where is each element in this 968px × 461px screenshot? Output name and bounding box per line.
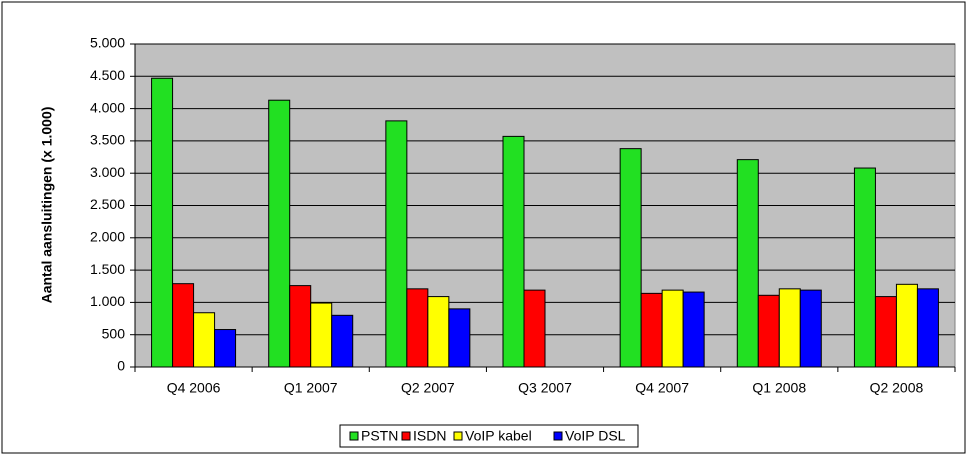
y-tick-label: 500 [102,325,126,341]
x-tick-label: Q2 2007 [401,380,455,396]
y-tick-label: 0 [117,358,125,374]
legend-swatch [349,431,359,441]
y-tick-label: 2.500 [90,196,125,212]
y-tick-label: 4.500 [90,67,125,83]
bar [661,289,684,368]
bar [916,288,939,368]
y-tick-label: 3.500 [90,132,125,148]
legend-swatch [401,431,411,441]
bar [193,312,216,368]
y-tick-label: 1.000 [90,293,125,309]
y-tick-label: 5.000 [90,35,125,51]
bar [427,296,450,368]
bar [682,291,705,368]
legend-label: VoIP kabel [465,428,532,444]
y-tick-label: 2.000 [90,229,125,245]
bar [874,296,897,368]
x-tick-label: Q3 2007 [518,380,572,396]
legend-label: ISDN [413,428,446,444]
bar [172,283,195,368]
y-tick-label: 4.000 [90,99,125,115]
x-tick-label: Q1 2008 [752,380,806,396]
x-tick-label: Q4 2007 [635,380,689,396]
bar [268,99,291,368]
legend-label: VoIP DSL [565,428,626,444]
legend-label: PSTN [361,428,398,444]
bar [736,159,759,368]
bar [778,288,801,368]
bar [214,329,237,368]
bar [799,289,822,368]
bar [523,289,546,368]
x-tick-label: Q4 2006 [167,380,221,396]
x-tick-label: Q2 2008 [870,380,924,396]
bar [619,148,642,368]
y-axis-label: Aantal aansluitingen (x 1.000) [39,107,55,304]
bar [385,120,408,368]
bar [448,308,471,368]
x-tick-label: Q1 2007 [284,380,338,396]
bar [895,283,918,368]
bar [406,288,429,368]
legend-swatch [553,431,563,441]
legend-swatch [453,431,463,441]
y-tick-label: 3.000 [90,164,125,180]
bar [853,167,876,368]
y-tick-label: 1.500 [90,261,125,277]
bar [310,302,333,368]
bar [289,285,312,368]
bar [502,135,525,368]
legend-box [339,424,639,448]
bar [151,77,174,368]
bar [640,292,663,368]
bar [757,294,780,368]
bar [331,314,354,368]
